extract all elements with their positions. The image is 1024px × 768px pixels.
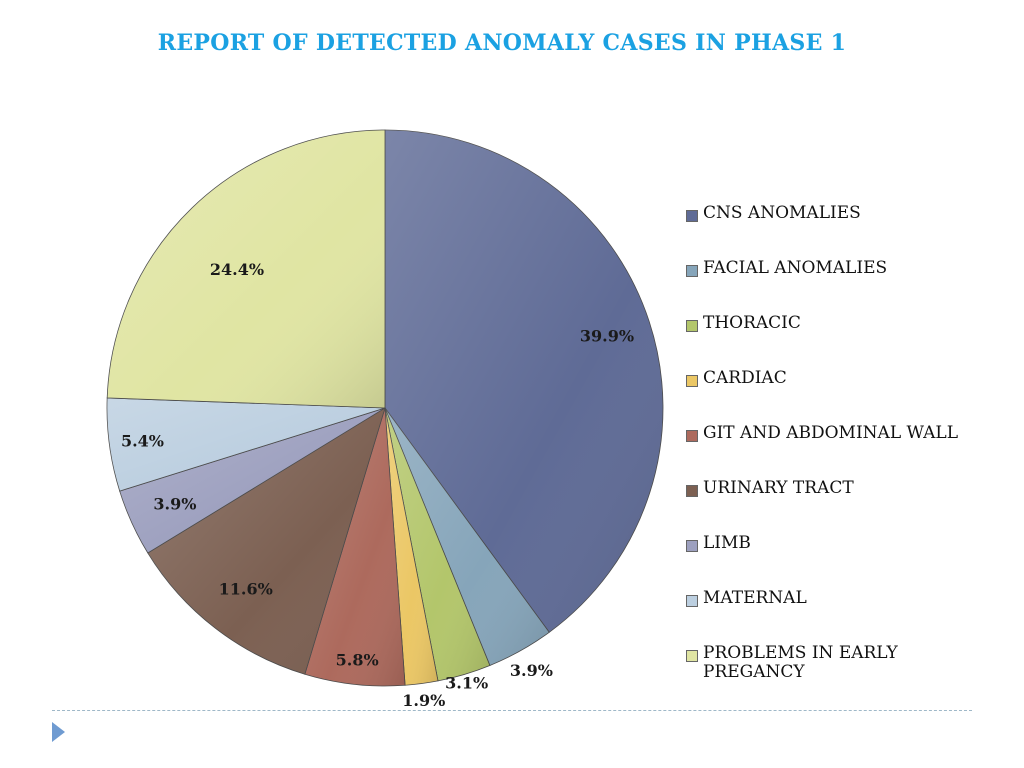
legend-label: PROBLEMS IN EARLY PREGANCY [703,643,898,682]
legend-label: MATERNAL [703,588,807,608]
pie-slice-shading [385,408,438,686]
data-label-1: 39.9% [580,326,634,345]
legend-swatch [686,650,698,662]
data-label-4: 1.9% [402,691,445,710]
legend-swatch [686,485,698,497]
data-label-3: 3.1% [445,673,488,692]
legend-swatch [686,320,698,332]
legend-item: LIMB [686,534,1006,589]
data-label-8: 5.4% [121,432,164,451]
chart-title: REPORT OF DETECTED ANOMALY CASES IN PHAS… [157,30,847,56]
legend-label: CNS ANOMALIES [703,203,861,223]
data-label-6: 11.6% [219,580,273,599]
legend-label: GIT AND ABDOMINAL WALL [703,423,959,443]
data-label-2: 3.9% [510,661,553,680]
pie-slice-shading [106,397,385,492]
pie-slice-shading [304,408,406,686]
legend-item: PROBLEMS IN EARLY PREGANCY [686,644,1006,699]
legend: CNS ANOMALIES FACIAL ANOMALIES THORACIC CAR… [686,204,1006,699]
pie-slice-shading [119,408,385,554]
legend-item: URINARY TRACT [686,479,1006,534]
legend-item: MATERNAL [686,589,1006,644]
legend-item: CNS ANOMALIES [686,204,1006,259]
legend-label: URINARY TRACT [703,478,854,498]
legend-item: GIT AND ABDOMINAL WALL [686,424,1006,479]
data-label-9: 24.4% [210,260,264,279]
legend-swatch [686,375,698,387]
legend-swatch [686,265,698,277]
legend-label: FACIAL ANOMALIES [703,258,888,278]
footer-divider [52,710,972,711]
pie-slice-shading [385,130,664,633]
legend-swatch [686,595,698,607]
legend-swatch [686,430,698,442]
pie-slice-shading [147,408,385,675]
legend-label: LIMB [703,533,751,553]
data-label-5: 5.8% [336,650,379,669]
legend-item: CARDIAC [686,369,1006,424]
legend-swatch [686,210,698,222]
data-label-7: 3.9% [153,494,196,513]
pie-slice-shading [385,408,550,666]
pie-slice-shading [107,130,386,408]
legend-item: FACIAL ANOMALIES [686,259,1006,314]
legend-swatch [686,540,698,552]
legend-label: CARDIAC [703,368,787,388]
slide-arrow-icon [52,722,65,742]
pie-slice-shading [385,408,490,681]
legend-label: THORACIC [703,313,801,333]
legend-item: THORACIC [686,314,1006,369]
